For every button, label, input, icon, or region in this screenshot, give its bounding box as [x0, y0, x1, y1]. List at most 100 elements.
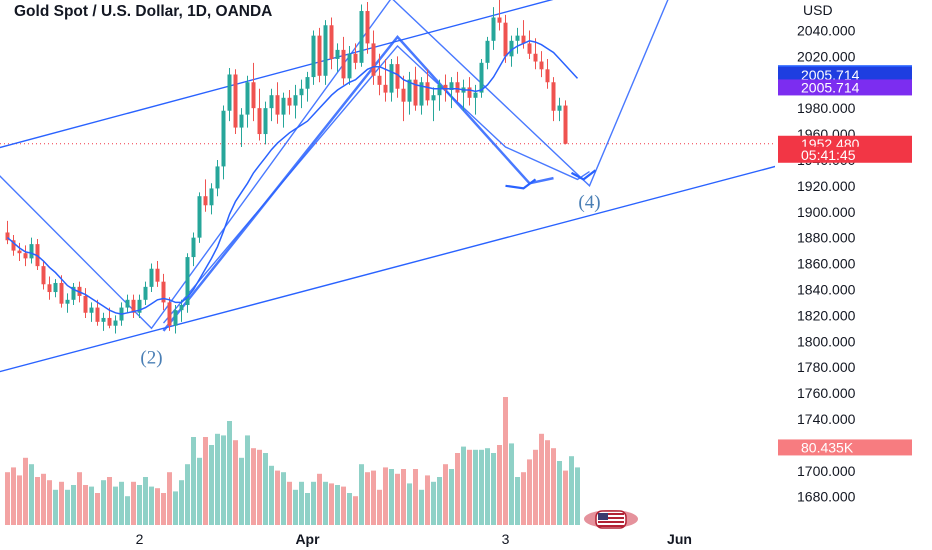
candle	[539, 51, 544, 78]
candle-body	[53, 282, 58, 293]
candle	[473, 84, 478, 115]
time-tick-label: Apr	[295, 531, 320, 547]
candle-body	[11, 240, 16, 251]
candle	[515, 27, 520, 54]
candle	[173, 304, 178, 334]
volume-bar	[527, 459, 532, 525]
volume-bar	[563, 470, 568, 525]
time-tick-label: 3	[502, 531, 510, 547]
candle	[533, 38, 538, 70]
volume-bar	[209, 445, 214, 525]
candle-body	[167, 302, 172, 326]
candle-body	[323, 25, 328, 76]
candle-body	[209, 188, 214, 206]
ma-line	[7, 40, 579, 315]
candle	[467, 77, 472, 106]
candle-body	[431, 95, 436, 101]
volume-bar	[17, 475, 22, 525]
candle	[365, 1, 370, 54]
volume-bar	[89, 486, 94, 525]
candle	[491, 7, 496, 50]
candle-body	[479, 62, 484, 93]
candle-body	[125, 299, 130, 308]
volume-bar	[347, 493, 352, 525]
trend-line	[162, 34, 554, 332]
candle-body	[299, 88, 304, 96]
candle-body	[407, 79, 412, 102]
candle-body	[83, 295, 88, 313]
price-tick-label: 1900.000	[797, 204, 856, 220]
volume-bar	[569, 456, 574, 525]
price-badge: 2005.714	[778, 66, 912, 83]
flag-stripe	[598, 513, 624, 515]
price-tick-label: 1700.000	[797, 463, 856, 479]
candle	[509, 35, 514, 67]
volume-bar	[263, 453, 268, 525]
volume-bar	[29, 464, 34, 525]
candle-body	[371, 43, 376, 76]
volume-bar	[365, 472, 370, 525]
volume-bar	[131, 481, 136, 525]
volume-bar	[65, 489, 70, 525]
candle	[563, 100, 568, 145]
price-badge-text: 05:41:45	[801, 147, 856, 163]
candle-body	[533, 53, 538, 62]
candle	[17, 242, 22, 261]
candle	[251, 62, 256, 122]
candle-body	[455, 82, 460, 93]
volume-bar	[455, 453, 460, 525]
volume-bar	[161, 493, 166, 525]
volume-bar	[359, 464, 364, 525]
candle	[227, 68, 232, 122]
candle	[179, 299, 184, 322]
candle-body	[41, 266, 46, 285]
chart-title: Gold Spot / U.S. Dollar, 1D, OANDA	[14, 3, 273, 20]
volume-bar	[335, 485, 340, 525]
price-tick-label: 1980.000	[797, 100, 856, 116]
candle	[245, 75, 250, 128]
candle	[431, 87, 436, 122]
price-tick-label: 1880.000	[797, 230, 856, 246]
volume-bar	[119, 481, 124, 525]
candle	[59, 275, 64, 308]
candle	[113, 315, 118, 334]
candle-body	[179, 304, 184, 311]
candle-body	[329, 25, 334, 59]
candle-body	[89, 307, 94, 313]
candle	[71, 282, 76, 305]
volume-bar	[245, 435, 250, 525]
volume-bar	[479, 449, 484, 525]
candle-body	[269, 95, 274, 109]
volume-bar	[425, 475, 430, 525]
candle	[371, 30, 376, 85]
candle	[455, 71, 460, 102]
volume-badge-text: 80.435K	[801, 439, 854, 455]
price-tick-label: 2020.000	[797, 48, 856, 64]
candle	[323, 20, 328, 85]
volume-bar	[377, 489, 382, 525]
us-flag-icon[interactable]	[584, 510, 638, 529]
candle	[11, 235, 16, 256]
candle-body	[101, 317, 106, 322]
candle	[293, 84, 298, 119]
candle-body	[113, 320, 118, 326]
candle-body	[305, 77, 310, 89]
volume-bar	[173, 491, 178, 525]
trend-line	[162, 44, 590, 324]
volume-bar	[461, 446, 466, 525]
candle-body	[137, 299, 142, 313]
time-tick-label: 2	[136, 531, 144, 547]
price-badge-bg	[778, 66, 912, 83]
candle-body	[203, 196, 208, 206]
candle	[341, 36, 346, 85]
volume-bar	[5, 472, 10, 525]
candle	[185, 253, 190, 313]
candle-body	[449, 82, 454, 91]
candle-body	[257, 108, 262, 135]
volume-bar	[233, 440, 238, 525]
candle-body	[161, 281, 166, 303]
price-tick-label: 1920.000	[797, 178, 856, 194]
volume-bar	[143, 477, 148, 525]
candle	[557, 97, 562, 122]
